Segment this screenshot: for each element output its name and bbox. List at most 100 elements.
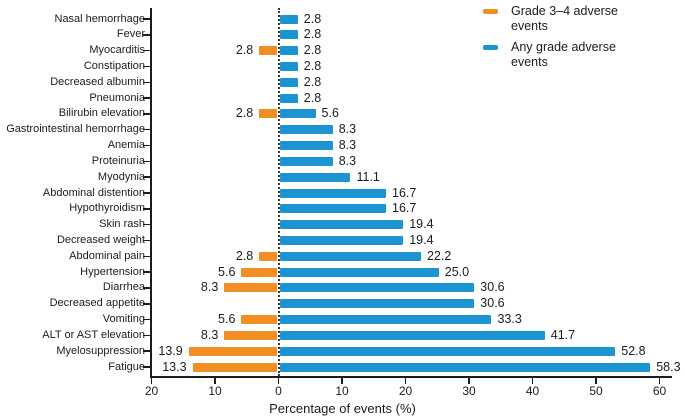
bar-grade-3-4 [259,109,277,119]
y-axis-tick [143,97,150,99]
category-label: Anemia [107,139,145,152]
legend-entry: Grade 3–4 adverse events [483,4,633,34]
value-label-any-grade: 8.3 [338,153,357,168]
bar-any-grade [280,315,492,325]
y-axis-tick [143,192,150,194]
value-label-any-grade: 11.1 [356,169,380,184]
value-label-grade-3-4: 5.6 [218,312,236,327]
value-label-any-grade: 8.3 [338,122,357,137]
y-axis-tick [143,239,150,242]
bar-any-grade [280,362,651,372]
category-label: Myodynia [97,170,145,183]
x-axis-tick [658,377,661,384]
bar-any-grade [280,220,404,230]
bar-any-grade [280,156,333,166]
legend-entry: Any grade adverse events [483,40,633,70]
y-axis-tick [143,144,150,147]
y-axis-tick [143,49,150,52]
x-axis-tick [531,377,534,384]
y-axis-tick [143,350,150,352]
category-label: Hypothyroidism [69,202,145,215]
category-label: Pneumonia [89,91,145,104]
x-axis-tick-label: 10 [208,383,222,398]
value-label-any-grade: 16.7 [392,185,417,200]
x-axis-title: Percentage of events (%) [269,401,416,416]
value-label-any-grade: 5.6 [321,106,339,121]
bar-any-grade [280,172,351,182]
category-label: Abdominal distention [42,186,145,199]
bar-any-grade [280,299,475,309]
y-axis-tick [143,303,150,305]
legend-swatch-grade_3_4 [483,9,498,14]
x-axis-tick-label: 50 [589,383,603,398]
x-axis-tick-label: 60 [652,383,667,398]
category-label: Constipation [83,59,145,72]
value-label-grade-3-4: 2.8 [235,106,254,121]
bar-any-grade [280,61,298,71]
value-label-any-grade: 52.8 [621,343,646,358]
bar-grade-3-4 [188,346,277,356]
bar-any-grade [280,235,404,245]
value-label-grade-3-4: 5.6 [218,264,236,279]
x-axis-tick [468,377,470,384]
x-axis-tick-label: 20 [398,383,413,398]
category-label: Myelosuppression [56,344,145,357]
x-axis-line [150,375,672,378]
y-axis-tick [143,65,150,68]
value-label-any-grade: 58.3 [656,359,681,374]
value-label-any-grade: 19.4 [409,217,434,232]
y-axis-tick [143,208,150,210]
value-label-any-grade: 2.8 [303,11,322,26]
x-axis-tick-label: 10 [335,383,349,398]
value-label-grade-3-4: 2.8 [235,43,254,58]
category-label: Gastrointestinal hemorrhage [6,123,145,136]
category-label: Myocarditis [89,44,145,57]
category-label: Abdominal pain [69,249,145,262]
bar-any-grade [280,283,475,293]
value-label-grade-3-4: 13.9 [158,343,183,358]
x-axis-tick-label: 20 [144,383,159,398]
bar-grade-3-4 [241,315,277,325]
y-axis-tick [143,318,150,321]
category-label: Vomiting [102,313,145,326]
bar-any-grade [280,14,298,24]
category-label: Decreased weight [56,233,145,246]
category-label: Diarrhea [102,281,145,294]
category-label: Decreased appetite [49,297,145,310]
bar-any-grade [280,204,387,214]
bar-grade-3-4 [192,362,277,372]
value-label-any-grade: 25.0 [444,264,470,279]
bar-grade-3-4 [224,283,277,293]
x-axis-tick [214,377,216,384]
bar-any-grade [280,141,333,151]
y-axis-tick [143,160,150,163]
bar-any-grade [280,346,616,356]
y-axis-tick [143,81,150,84]
category-label: Nasal hemorrhage [54,12,146,25]
value-label-any-grade: 8.3 [338,138,357,153]
y-axis-tick [143,113,150,115]
value-label-any-grade: 30.6 [480,296,505,311]
y-axis-line [150,8,152,378]
bar-any-grade [280,77,298,87]
x-axis-tick [341,377,343,384]
category-label: Proteinuria [91,154,145,167]
y-axis-tick [143,334,150,337]
bar-any-grade [280,188,387,198]
value-label-any-grade: 19.4 [409,232,434,247]
zero-reference-line [277,8,280,376]
category-label: Fever [116,28,145,41]
x-axis-tick [150,377,153,384]
value-label-any-grade: 2.8 [303,90,322,105]
value-label-grade-3-4: 13.3 [162,359,187,374]
bar-any-grade [280,251,421,261]
x-axis-tick-label: 0 [275,383,282,398]
value-label-any-grade: 2.8 [303,27,322,42]
category-label: Hypertension [80,265,145,278]
legend-swatch-any_grade [483,45,498,50]
x-axis-tick [595,377,597,384]
bar-any-grade [280,30,298,40]
bar-any-grade [280,125,333,135]
